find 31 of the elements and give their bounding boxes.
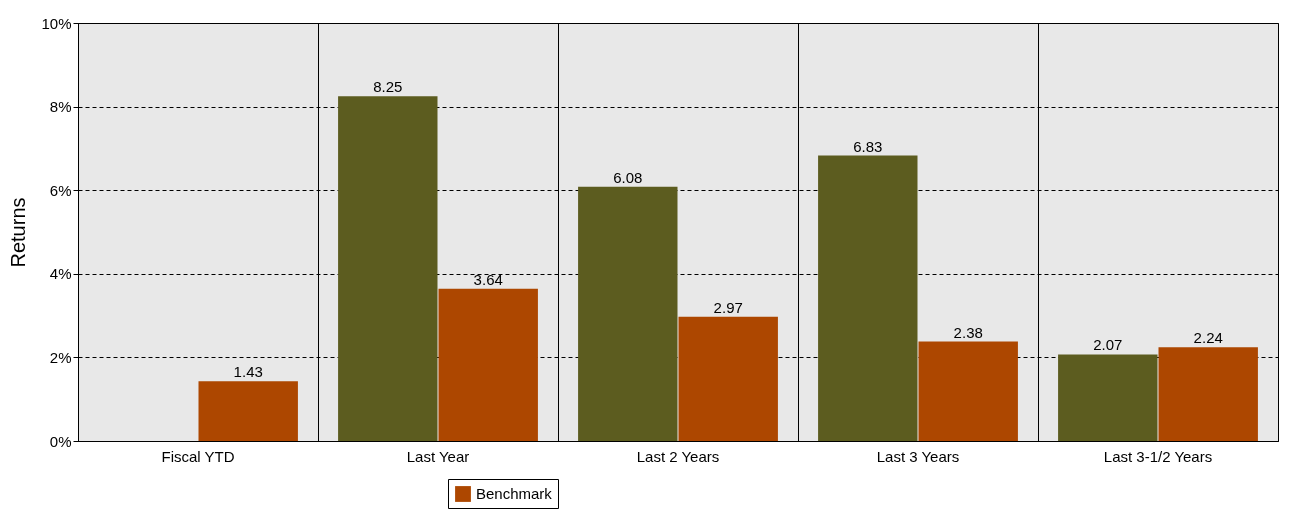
- bar: [1058, 354, 1158, 441]
- y-tick-label: 10%: [41, 14, 72, 32]
- x-tick-label: Fiscal YTD: [161, 447, 235, 465]
- bar: [198, 381, 298, 441]
- y-axis-title: Returns: [7, 197, 30, 268]
- data-label: 6.83: [853, 137, 883, 155]
- bar: [578, 186, 678, 441]
- data-label: 2.97: [713, 298, 743, 316]
- data-label: 1.43: [233, 363, 263, 381]
- y-tick-label: 0%: [49, 432, 72, 450]
- x-tick-label: Last 2 Years: [636, 447, 720, 465]
- data-label: 6.08: [613, 168, 643, 186]
- x-tick-label: Last 3-1/2 Years: [1103, 447, 1213, 465]
- bar: [1158, 347, 1258, 441]
- bar: [818, 155, 918, 441]
- y-tick-label: 2%: [49, 348, 72, 366]
- bar: [678, 316, 778, 441]
- bar: [438, 288, 538, 441]
- bar: [338, 96, 438, 441]
- x-tick-label: Last 3 Years: [876, 447, 960, 465]
- bar: [918, 341, 1018, 441]
- data-label: 3.64: [473, 270, 503, 288]
- data-label: 2.24: [1193, 329, 1223, 347]
- y-tick-label: 8%: [49, 98, 72, 116]
- legend-label: Benchmark: [476, 485, 553, 502]
- data-label: 2.38: [953, 323, 983, 341]
- x-tick-label: Last Year: [406, 447, 470, 465]
- y-tick-label: 6%: [49, 181, 72, 199]
- data-label: 8.25: [373, 78, 403, 96]
- data-label: 2.07: [1093, 336, 1123, 354]
- y-tick-label: 4%: [49, 265, 72, 283]
